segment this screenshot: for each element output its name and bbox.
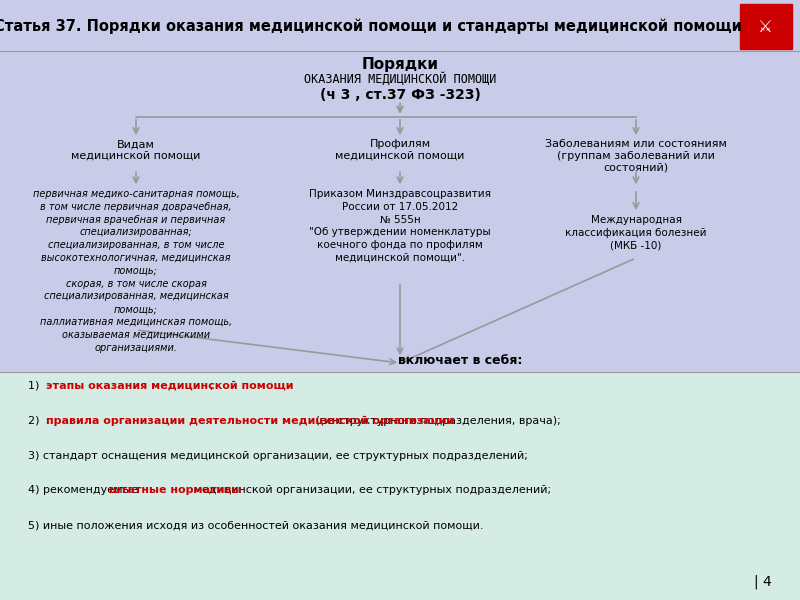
Text: этапы оказания медицинской помощи: этапы оказания медицинской помощи	[46, 381, 293, 391]
Text: Профилям
медицинской помощи: Профилям медицинской помощи	[335, 139, 465, 161]
Text: 1): 1)	[28, 381, 43, 391]
Bar	[0, 0, 800, 51]
Text: штатные нормативы: штатные нормативы	[109, 485, 242, 496]
Text: правила организации деятельности медицинской организации: правила организации деятельности медицин…	[46, 416, 454, 426]
Bar	[0, 0, 800, 372]
Text: | 4: | 4	[754, 575, 772, 589]
Text: медицинской организации, ее структурных подразделений;: медицинской организации, ее структурных …	[190, 485, 551, 496]
Text: 5) иные положения исходя из особенностей оказания медицинской помощи.: 5) иные положения исходя из особенностей…	[28, 520, 483, 530]
Text: 4) рекомендуемые: 4) рекомендуемые	[28, 485, 142, 496]
Text: Международная
классификация болезней
(МКБ -10): Международная классификация болезней (МК…	[566, 215, 706, 250]
Bar	[740, 4, 792, 49]
Text: Статья 37. Порядки оказания медицинской помощи и стандарты медицинской помощи: Статья 37. Порядки оказания медицинской …	[0, 18, 742, 34]
Text: первичная медико-санитарная помощь,
в том числе первичная доврачебная,
первичная: первичная медико-санитарная помощь, в то…	[33, 189, 239, 353]
Text: Приказом Минздравсоцразвития
России от 17.05.2012
№ 555н
"Об утверждении номенкл: Приказом Минздравсоцразвития России от 1…	[309, 189, 491, 263]
Text: 3) стандарт оснащения медицинской организации, ее структурных подразделений;: 3) стандарт оснащения медицинской органи…	[28, 451, 528, 461]
Text: (ее структурного подразделения, врача);: (ее структурного подразделения, врача);	[312, 416, 561, 426]
Text: Видам
медицинской помощи: Видам медицинской помощи	[71, 139, 201, 161]
Text: ;: ;	[210, 381, 213, 391]
Text: 2): 2)	[28, 416, 43, 426]
Text: ⚔: ⚔	[758, 18, 773, 36]
Text: включает в себя:: включает в себя:	[398, 353, 522, 367]
Bar	[0, 372, 800, 600]
Text: Заболеваниям или состояниям
(группам заболеваний или
состояний): Заболеваниям или состояниям (группам заб…	[545, 139, 727, 172]
Text: (ч 3 , ст.37 ФЗ -323): (ч 3 , ст.37 ФЗ -323)	[319, 88, 481, 102]
Text: ОКАЗАНИЯ МЕДИЦИНСКОЙ ПОМОЩИ: ОКАЗАНИЯ МЕДИЦИНСКОЙ ПОМОЩИ	[304, 73, 496, 86]
Text: Порядки: Порядки	[362, 57, 438, 72]
